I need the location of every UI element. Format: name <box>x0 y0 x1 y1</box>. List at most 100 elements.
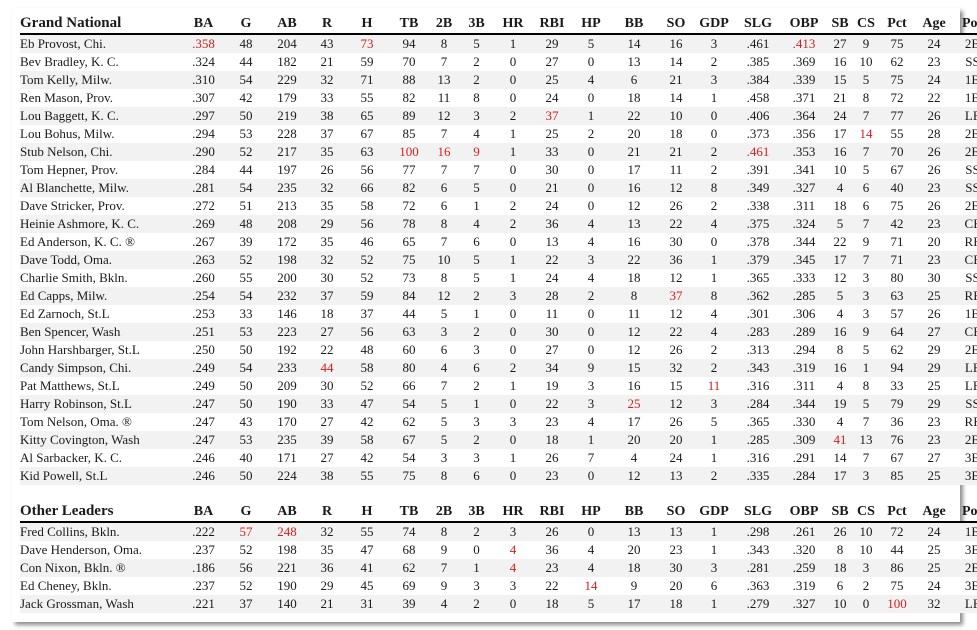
stat-cell-bb: 14 <box>610 34 658 53</box>
stat-cell-age: 24 <box>916 522 952 541</box>
stat-cell-pct: 72 <box>878 522 916 541</box>
stat-cell-ab: 198 <box>265 251 309 269</box>
stat-cell-obp: .369 <box>782 53 826 71</box>
stat-cell-g: 52 <box>227 577 265 595</box>
stat-cell-h: 55 <box>345 89 389 107</box>
stat-cell-obp: .330 <box>782 413 826 431</box>
stat-cell-age: 32 <box>916 595 952 613</box>
stat-cell-age: 23 <box>916 53 952 71</box>
stat-cell-obp: .339 <box>782 71 826 89</box>
stat-cell-hp: 4 <box>572 269 610 287</box>
stat-cell-gdp: 1 <box>694 449 734 467</box>
stat-cell-age: 25 <box>916 467 952 485</box>
stat-cell-pct: 33 <box>878 377 916 395</box>
stat-cell-tb: 77 <box>389 161 429 179</box>
stat-cell-pos: CF <box>952 251 977 269</box>
section-title: Grand National <box>20 14 180 35</box>
stat-cell-3b: 1 <box>459 395 494 413</box>
column-header-slg: SLG <box>734 502 782 523</box>
table-row: John Harshbarger, St.L .250 50 192 22 48 60 6 3 0… <box>20 341 977 359</box>
stat-cell-ab: 170 <box>265 413 309 431</box>
stat-cell-3b: 6 <box>459 359 494 377</box>
stat-cell-2b: 9 <box>429 577 459 595</box>
stat-cell-g: 37 <box>227 595 265 613</box>
table-row: Ed Anderson, K. C. ® .267 39 172 35 46 65 7 6 0 13… <box>20 233 977 251</box>
player-name: Bev Bradley, K. C. <box>20 53 180 71</box>
stat-cell-so: 13 <box>658 522 694 541</box>
stat-cell-bb: 12 <box>610 197 658 215</box>
stat-cell-so: 21 <box>658 71 694 89</box>
stat-cell-sb: 22 <box>826 233 854 251</box>
column-header-hp: HP <box>572 502 610 523</box>
stat-cell-pct: 72 <box>878 89 916 107</box>
stat-cell-age: 24 <box>916 577 952 595</box>
stat-cell-obp: .327 <box>782 595 826 613</box>
stat-cell-h: 48 <box>345 341 389 359</box>
stat-cell-bb: 11 <box>610 305 658 323</box>
stat-cell-3b: 2 <box>459 431 494 449</box>
table-row: Harry Robinson, St.L .247 50 190 33 47 54 5 1 0 22… <box>20 395 977 413</box>
stat-cell-rbi: 22 <box>532 251 572 269</box>
stat-cell-rbi: 22 <box>532 577 572 595</box>
column-header-3b: 3B <box>459 502 494 523</box>
stat-cell-age: 23 <box>916 215 952 233</box>
stat-cell-so: 14 <box>658 53 694 71</box>
stat-cell-hp: 4 <box>572 233 610 251</box>
stat-cell-hr: 0 <box>494 53 532 71</box>
stat-cell-rbi: 19 <box>532 377 572 395</box>
stat-cell-hr: 0 <box>494 323 532 341</box>
stat-cell-bb: 18 <box>610 269 658 287</box>
table-row: Tom Hepner, Prov. .284 44 197 26 56 77 7 7 0 30 0 17… <box>20 161 977 179</box>
stat-cell-g: 56 <box>227 559 265 577</box>
stat-cell-3b: 5 <box>459 269 494 287</box>
stat-cell-ab: 197 <box>265 161 309 179</box>
stat-cell-hp: 4 <box>572 559 610 577</box>
stat-cell-sb: 16 <box>826 359 854 377</box>
stat-cell-tb: 88 <box>389 71 429 89</box>
stat-cell-gdp: 5 <box>694 413 734 431</box>
stat-cell-r: 39 <box>309 431 345 449</box>
stat-cell-hr: 0 <box>494 89 532 107</box>
stat-cell-gdp: 3 <box>694 71 734 89</box>
stat-cell-r: 29 <box>309 577 345 595</box>
stat-cell-ab: 198 <box>265 541 309 559</box>
stat-cell-cs: 3 <box>854 305 878 323</box>
stat-cell-g: 51 <box>227 197 265 215</box>
stat-cell-g: 42 <box>227 89 265 107</box>
stat-cell-pos: 3B <box>952 577 977 595</box>
stat-cell-r: 27 <box>309 449 345 467</box>
stat-cell-pos: RF <box>952 413 977 431</box>
stat-cell-gdp: 3 <box>694 34 734 53</box>
stat-cell-g: 53 <box>227 323 265 341</box>
stat-cell-hp: 4 <box>572 215 610 233</box>
stat-cell-gdp: 1 <box>694 251 734 269</box>
stat-cell-hp: 1 <box>572 107 610 125</box>
column-header-so: SO <box>658 502 694 523</box>
stat-cell-so: 22 <box>658 323 694 341</box>
stat-cell-sb: 4 <box>826 179 854 197</box>
stat-cell-ab: 208 <box>265 215 309 233</box>
stat-cell-h: 58 <box>345 431 389 449</box>
stat-cell-obp: .345 <box>782 251 826 269</box>
table-row: Lou Bohus, Milw. .294 53 228 37 67 85 7 4 1 25 2 20 1… <box>20 125 977 143</box>
stat-cell-g: 50 <box>227 341 265 359</box>
stat-cell-so: 20 <box>658 431 694 449</box>
stat-cell-hr: 2 <box>494 215 532 233</box>
stat-cell-so: 12 <box>658 395 694 413</box>
stat-cell-pos: RF <box>952 287 977 305</box>
stat-cell-r: 43 <box>309 34 345 53</box>
stat-cell-so: 37 <box>658 287 694 305</box>
stat-cell-bb: 6 <box>610 71 658 89</box>
stat-cell-pct: 44 <box>878 541 916 559</box>
stat-cell-g: 53 <box>227 431 265 449</box>
stat-cell-so: 15 <box>658 377 694 395</box>
player-name: Eb Provost, Chi. <box>20 34 180 53</box>
stat-cell-sb: 17 <box>826 125 854 143</box>
stat-cell-h: 46 <box>345 233 389 251</box>
stat-cell-ba: .272 <box>180 197 227 215</box>
stat-cell-tb: 65 <box>389 233 429 251</box>
stat-cell-sb: 5 <box>826 215 854 233</box>
column-header-r: R <box>309 14 345 35</box>
stat-cell-2b: 12 <box>429 107 459 125</box>
stat-cell-age: 26 <box>916 305 952 323</box>
